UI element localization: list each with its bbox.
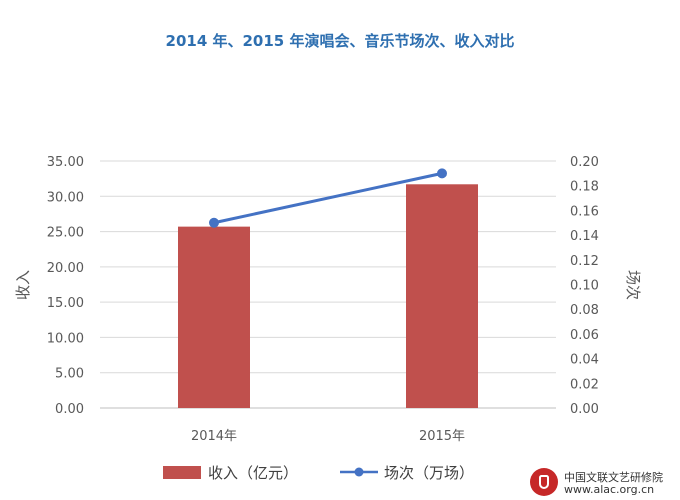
x-tick-label: 2014年 — [191, 429, 237, 444]
bar — [178, 226, 250, 408]
y2-tick-label: 0.02 — [570, 377, 599, 392]
y2-tick-label: 0.18 — [570, 180, 599, 195]
y-tick-label: 10.00 — [47, 331, 84, 346]
y2-tick-label: 0.14 — [570, 229, 599, 244]
y2-tick-label: 0.08 — [570, 303, 599, 318]
y-tick-label: 5.00 — [55, 367, 84, 382]
line-point — [437, 168, 447, 179]
left-axis-title: 收入 — [14, 270, 32, 300]
chart-title: 2014 年、2015 年演唱会、音乐节场次、收入对比 — [165, 32, 515, 50]
y-tick-label: 35.00 — [47, 155, 84, 170]
y2-tick-label: 0.20 — [570, 155, 599, 170]
y-tick-label: 20.00 — [47, 261, 84, 276]
y-tick-label: 25.00 — [47, 226, 84, 241]
gridlines — [100, 160, 556, 409]
legend-label-revenue: 收入（亿元） — [208, 464, 298, 482]
series-line — [213, 171, 443, 225]
line-point — [209, 217, 219, 228]
y-tick-label: 15.00 — [47, 296, 84, 311]
right-axis-title: 场次 — [624, 270, 642, 300]
left-axis-ticks: 0.00 5.00 10.00 15.00 20.00 25.00 30.00 35.00 — [47, 155, 84, 417]
y-tick-label: 0.00 — [55, 402, 84, 417]
bar — [406, 184, 478, 408]
legend-swatch-revenue — [163, 466, 201, 479]
bar-series — [178, 184, 478, 408]
y2-tick-label: 0.10 — [570, 279, 599, 294]
watermark-url: www.alac.org.cn — [564, 483, 655, 496]
watermark-logo-icon — [530, 468, 558, 496]
line-series — [209, 168, 447, 228]
right-axis-ticks: 0.00 0.02 0.04 0.06 0.08 0.10 0.12 0.14 0.16 0.18… — [570, 155, 599, 417]
y2-tick-label: 0.16 — [570, 204, 599, 219]
y-tick-label: 30.00 — [47, 190, 84, 205]
watermark-org: 中国文联文艺研修院 — [564, 471, 663, 484]
y2-tick-label: 0.04 — [570, 353, 599, 368]
y2-tick-label: 0.06 — [570, 328, 599, 343]
legend-label-count: 场次（万场） — [384, 464, 474, 482]
x-tick-label: 2015年 — [419, 429, 465, 444]
legend-swatch-count-marker — [354, 467, 364, 477]
legend: 收入（亿元） 场次（万场） — [163, 464, 474, 482]
category-axis-ticks: 2014年 2015年 — [191, 429, 465, 444]
watermark: 中国文联文艺研修院 www.alac.org.cn — [530, 466, 680, 498]
y2-tick-label: 0.12 — [570, 254, 599, 269]
y2-tick-label: 0.00 — [570, 402, 599, 417]
